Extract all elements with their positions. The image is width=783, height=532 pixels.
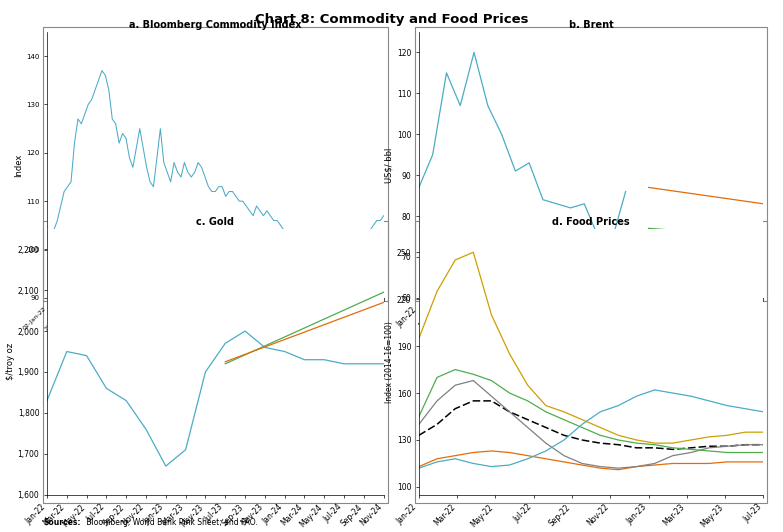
Title: d. Food Prices: d. Food Prices	[552, 217, 630, 227]
Y-axis label: $/troy oz: $/troy oz	[5, 343, 15, 380]
Text: Bloomberg; World Bank Pink Sheet; and FAO.: Bloomberg; World Bank Pink Sheet; and FA…	[84, 518, 258, 527]
Text: Sources:: Sources:	[43, 518, 81, 527]
Title: c. Gold: c. Gold	[197, 217, 234, 227]
Title: a. Bloomberg Commodity Index: a. Bloomberg Commodity Index	[129, 20, 301, 30]
Y-axis label: Index (2014-16=100): Index (2014-16=100)	[385, 321, 394, 403]
Y-axis label: US$/ bbl: US$/ bbl	[385, 147, 394, 182]
Title: b. Brent: b. Brent	[568, 20, 614, 30]
Y-axis label: Index: Index	[14, 153, 23, 177]
Text: Chart 8: Commodity and Food Prices: Chart 8: Commodity and Food Prices	[254, 13, 529, 26]
Legend: Price, Futures as on Jul 10, 2023, Futures as on Aug 10, 2023: Price, Futures as on Jul 10, 2023, Futur…	[422, 395, 658, 415]
